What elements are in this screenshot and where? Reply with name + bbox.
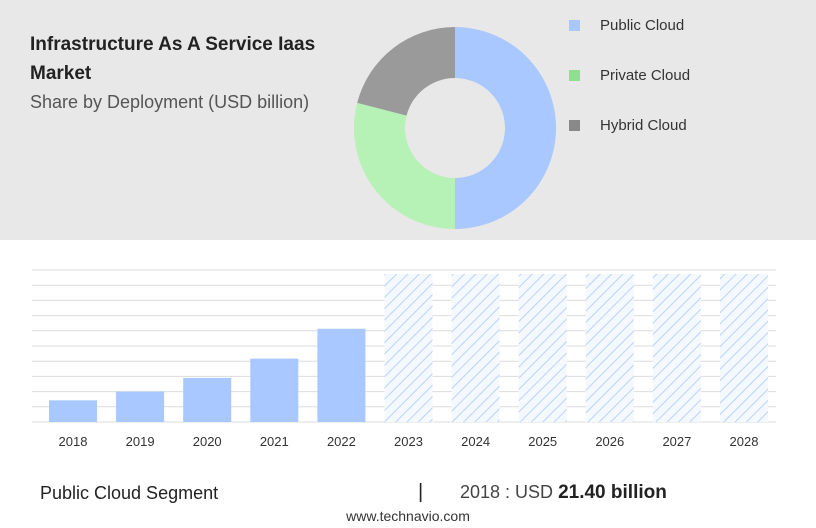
x-tick-2023: 2023 xyxy=(394,434,423,449)
donut-slice-private-cloud xyxy=(354,102,455,229)
x-tick-2020: 2020 xyxy=(193,434,222,449)
x-tick-2022: 2022 xyxy=(327,434,356,449)
x-tick-2021: 2021 xyxy=(260,434,289,449)
legend-swatch-hybrid-cloud xyxy=(569,119,580,131)
legend-item-private-cloud: Private Cloud xyxy=(569,65,690,85)
bar-2022 xyxy=(317,328,366,422)
bar-2020 xyxy=(183,377,232,422)
bar-2021 xyxy=(250,358,299,422)
footer-value-amount: 21.40 billion xyxy=(558,482,667,503)
forecast-bar-2024 xyxy=(451,274,500,422)
forecast-bar-2028 xyxy=(720,274,768,422)
x-tick-2028: 2028 xyxy=(730,434,759,449)
legend-item-hybrid-cloud: Hybrid Cloud xyxy=(569,115,687,135)
x-tick-2024: 2024 xyxy=(461,434,490,449)
x-tick-2018: 2018 xyxy=(59,434,88,449)
bar-chart: 2018 2019 2020 2021 2022 2023 2024 2025 2026 2027… xyxy=(32,269,776,449)
legend-swatch-public-cloud xyxy=(569,19,580,31)
forecast-bar-2023 xyxy=(384,274,433,422)
footer-divider: | xyxy=(418,481,424,503)
footer-website: www.technavio.com xyxy=(346,508,470,524)
footer-year-label: 2018 : USD xyxy=(460,482,554,502)
bar-2019 xyxy=(116,391,165,422)
donut-slice-public-cloud xyxy=(455,27,556,229)
legend-label-public-cloud: Public Cloud xyxy=(600,16,685,34)
chart-title: Infrastructure As A Service Iaas Market xyxy=(30,34,316,84)
legend-label-hybrid-cloud: Hybrid Cloud xyxy=(600,116,687,134)
legend-item-public-cloud: Public Cloud xyxy=(569,15,684,35)
bar-2018 xyxy=(49,400,97,422)
forecast-bar-2027 xyxy=(652,274,701,422)
footer-value: 2018 : USD 21.40 billion xyxy=(460,482,667,504)
chart-subtitle: Share by Deployment (USD billion) xyxy=(30,92,310,112)
x-tick-2025: 2025 xyxy=(528,434,557,449)
donut-slice-hybrid-cloud xyxy=(357,27,455,116)
donut-chart xyxy=(354,27,556,229)
x-tick-2026: 2026 xyxy=(595,434,624,449)
legend-label-private-cloud: Private Cloud xyxy=(600,66,691,84)
footer-segment-label: Public Cloud Segment xyxy=(40,483,219,503)
forecast-bar-2025 xyxy=(518,274,567,422)
x-tick-2027: 2027 xyxy=(662,434,691,449)
legend-swatch-private-cloud xyxy=(569,69,580,81)
forecast-bar-2026 xyxy=(585,274,634,422)
x-tick-2019: 2019 xyxy=(126,434,155,449)
